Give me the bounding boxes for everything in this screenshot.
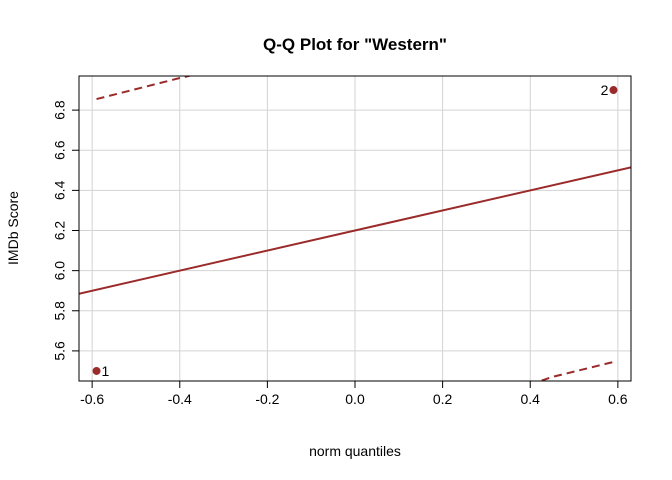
y-axis: 5.6 5.8 6.0 6.2 6.4 6.6 6.8 (52, 100, 79, 361)
plot-marks: 12 (79, 76, 631, 381)
x-tick-label: -0.2 (255, 391, 279, 407)
x-axis: -0.6 -0.4 -0.2 0.0 0.2 0.4 0.6 (80, 381, 628, 407)
data-point (92, 366, 101, 375)
confidence-band-upper (96, 76, 194, 101)
x-tick-label: 0.6 (608, 391, 628, 407)
data-point (609, 86, 618, 95)
grid (79, 76, 631, 381)
y-tick-label: 6.4 (52, 180, 68, 200)
y-axis-label: IMDb Score (5, 191, 21, 265)
x-axis-label: norm quantiles (309, 443, 401, 459)
y-tick-label: 6.2 (52, 221, 68, 241)
x-tick-label: 0.0 (345, 391, 365, 407)
y-tick-label: 6.0 (52, 261, 68, 281)
x-tick-label: 0.2 (433, 391, 453, 407)
chart-title: Q-Q Plot for "Western" (263, 35, 447, 54)
x-tick-label: -0.6 (80, 391, 104, 407)
y-tick-label: 6.8 (52, 100, 68, 120)
reference-line (79, 166, 631, 295)
confidence-band-lower (537, 360, 614, 381)
y-tick-label: 5.6 (52, 341, 68, 361)
y-tick-label: 6.6 (52, 140, 68, 160)
x-tick-label: -0.4 (168, 391, 192, 407)
point-label: 1 (102, 363, 110, 379)
point-label: 2 (601, 82, 609, 98)
y-tick-label: 5.8 (52, 301, 68, 321)
x-tick-label: 0.4 (521, 391, 541, 407)
